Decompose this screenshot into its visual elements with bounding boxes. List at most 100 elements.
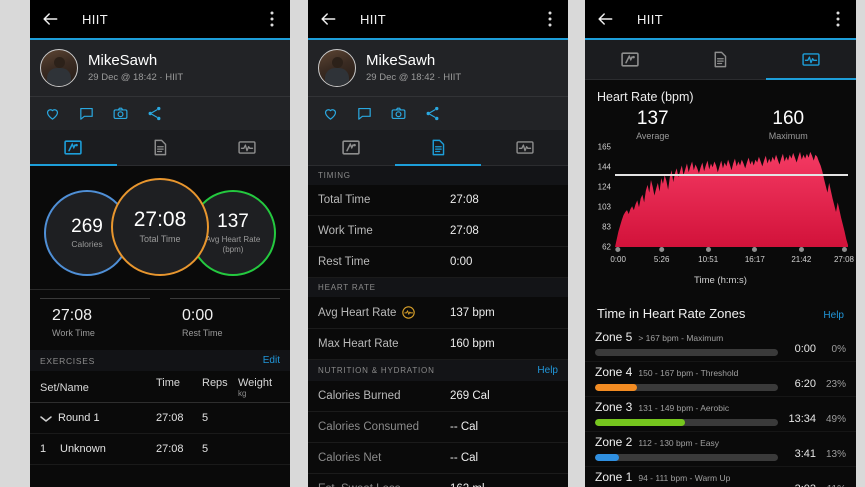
list-item[interactable]: Rest Time 0:00 bbox=[308, 247, 568, 278]
list-item[interactable]: Est. Sweat Loss 162 ml bbox=[308, 474, 568, 487]
zone-progress-track bbox=[595, 384, 778, 391]
table-row[interactable]: 1 Unknown 27:08 5 bbox=[30, 434, 290, 465]
y-axis-tick: 62 bbox=[602, 242, 611, 252]
x-axis-tick-dot bbox=[659, 247, 665, 252]
exercises-table-header: Set/Name Time Reps Weight kg bbox=[30, 371, 290, 403]
x-axis-tick-dot bbox=[798, 247, 804, 252]
exercise-name-cell: Round 1 bbox=[40, 412, 156, 424]
zone-progress-fill bbox=[595, 384, 638, 391]
tab-charts[interactable] bbox=[203, 130, 290, 165]
zone-progress-track bbox=[595, 419, 778, 426]
heart-rate-badge-icon bbox=[402, 306, 416, 319]
nutrition-section-label: NUTRITION & HYDRATION bbox=[318, 366, 435, 375]
zone-row[interactable]: Zone 3 131 - 149 bpm - Aerobic 13:34 49% bbox=[585, 397, 856, 432]
chart-title: Heart Rate (bpm) bbox=[597, 90, 694, 104]
zone-description: 150 - 167 bpm - Threshold bbox=[638, 368, 739, 378]
app-bar-title: HIIT bbox=[360, 11, 387, 27]
zone-progress-fill bbox=[595, 454, 619, 461]
comment-icon[interactable] bbox=[356, 105, 373, 122]
tab-details[interactable] bbox=[394, 130, 482, 166]
tab-summary[interactable] bbox=[308, 130, 395, 165]
like-icon[interactable] bbox=[44, 105, 61, 122]
more-vertical-icon[interactable] bbox=[542, 10, 558, 28]
zone-row[interactable]: Zone 1 94 - 111 bpm - Warm Up 3:0211% bbox=[585, 467, 856, 487]
work-time-label: Work Time bbox=[52, 328, 95, 338]
zone-progress-track bbox=[595, 349, 778, 356]
more-vertical-icon[interactable] bbox=[830, 10, 846, 28]
y-axis-tick: 103 bbox=[597, 202, 611, 212]
share-icon[interactable] bbox=[146, 105, 163, 122]
list-item[interactable]: Max Heart Rate 160 bpm bbox=[308, 329, 568, 360]
rest-time-label: Rest Time bbox=[318, 256, 370, 268]
back-arrow-icon[interactable] bbox=[595, 9, 615, 29]
back-arrow-icon[interactable] bbox=[40, 9, 60, 29]
column-time: Time bbox=[156, 377, 181, 389]
rest-time-value: 0:00 bbox=[450, 256, 473, 268]
list-item[interactable]: Calories Net -- Cal bbox=[308, 443, 568, 474]
document-icon bbox=[150, 138, 170, 157]
summary-rings: 269 Calories 137 Avg Heart Rate (bpm) 27… bbox=[30, 166, 290, 290]
heart-rate-section-header: HEART RATE bbox=[308, 278, 568, 297]
accent-rule bbox=[585, 38, 856, 40]
list-item[interactable]: Calories Consumed -- Cal bbox=[308, 412, 568, 443]
heart-rate-chart-icon bbox=[515, 138, 535, 157]
tab-summary[interactable] bbox=[585, 40, 675, 79]
tab-summary[interactable] bbox=[30, 130, 117, 166]
like-icon[interactable] bbox=[322, 105, 339, 122]
zone-row[interactable]: Zone 5 > 167 bpm - Maximum 0:00 0% bbox=[585, 327, 856, 362]
x-axis-ticks: 0:00 5:26 10:51 16:17 21:42 27:08 bbox=[610, 247, 854, 271]
x-axis-tick-dot bbox=[841, 247, 847, 252]
tab-details[interactable] bbox=[117, 130, 204, 165]
zone-description: 112 - 130 bpm - Easy bbox=[638, 438, 719, 448]
y-axis-tick: 83 bbox=[602, 222, 611, 232]
share-icon[interactable] bbox=[424, 105, 441, 122]
timing-section-header: TIMING bbox=[308, 166, 568, 185]
back-arrow-icon[interactable] bbox=[318, 9, 338, 29]
profile-header[interactable]: MikeSawh 29 Dec @ 18:42 · HIIT bbox=[308, 40, 568, 96]
x-axis-tick: 16:17 bbox=[745, 247, 765, 264]
exercise-name-cell: 1 Unknown bbox=[40, 443, 156, 455]
profile-name: MikeSawh bbox=[88, 51, 158, 69]
camera-icon[interactable] bbox=[112, 105, 129, 122]
work-rest-row: 27:08 Work Time 0:00 Rest Time bbox=[30, 290, 290, 350]
zone-row[interactable]: Zone 2 112 - 130 bpm - Easy 3:41 13% bbox=[585, 432, 856, 467]
tab-bar bbox=[30, 130, 290, 166]
app-bar: HIIT bbox=[308, 0, 568, 38]
list-item[interactable]: Calories Burned 269 Cal bbox=[308, 381, 568, 412]
chevron-down-icon[interactable] bbox=[40, 414, 52, 422]
zone-main: Zone 4 150 - 167 bpm - Threshold bbox=[595, 365, 778, 391]
nutrition-help-link[interactable]: Help bbox=[537, 365, 558, 376]
zone-time: 13:34 bbox=[788, 413, 816, 425]
camera-icon[interactable] bbox=[390, 105, 407, 122]
avg-heart-rate-label: Avg Heart Rate bbox=[318, 306, 450, 319]
tab-charts[interactable] bbox=[481, 130, 568, 165]
heart-rate-zones-list: Zone 5 > 167 bpm - Maximum 0:00 0% Zone 4 150… bbox=[585, 327, 856, 487]
work-time-value: 27:08 bbox=[450, 225, 479, 237]
zone-row[interactable]: Zone 4 150 - 167 bpm - Threshold 6:20 23% bbox=[585, 362, 856, 397]
tab-charts[interactable] bbox=[765, 40, 856, 80]
zone-head: Zone 5 > 167 bpm - Maximum bbox=[595, 330, 778, 344]
calories-net-value: -- Cal bbox=[450, 452, 479, 464]
document-icon bbox=[428, 138, 448, 157]
column-weight-unit: kg bbox=[238, 389, 247, 398]
zones-help-link[interactable]: Help bbox=[823, 310, 844, 321]
comment-icon[interactable] bbox=[78, 105, 95, 122]
table-row[interactable]: Round 1 27:08 5 bbox=[30, 403, 290, 434]
timing-section-label: TIMING bbox=[318, 171, 351, 180]
profile-header[interactable]: MikeSawh 29 Dec @ 18:42 · HIIT bbox=[30, 40, 290, 96]
list-item[interactable]: Avg Heart Rate 137 bpm bbox=[308, 297, 568, 329]
list-item[interactable]: Total Time 27:08 bbox=[308, 185, 568, 216]
zone-percent: 0% bbox=[831, 344, 846, 355]
maximum-heart-rate-value: 160 bbox=[772, 108, 805, 129]
zone-time: 6:20 bbox=[794, 378, 816, 390]
column-weight-label: Weight bbox=[238, 377, 273, 389]
zone-main: Zone 3 131 - 149 bpm - Aerobic bbox=[595, 400, 778, 426]
more-vertical-icon[interactable] bbox=[264, 10, 280, 28]
total-time-ring[interactable]: 27:08 Total Time bbox=[111, 178, 209, 276]
tab-details[interactable] bbox=[675, 40, 765, 79]
total-time-ring-value: 27:08 bbox=[133, 208, 187, 232]
exercises-edit-button[interactable]: Edit bbox=[262, 355, 280, 366]
list-item[interactable]: Work Time 27:08 bbox=[308, 216, 568, 247]
exercises-section-label: EXERCISES bbox=[40, 355, 95, 366]
